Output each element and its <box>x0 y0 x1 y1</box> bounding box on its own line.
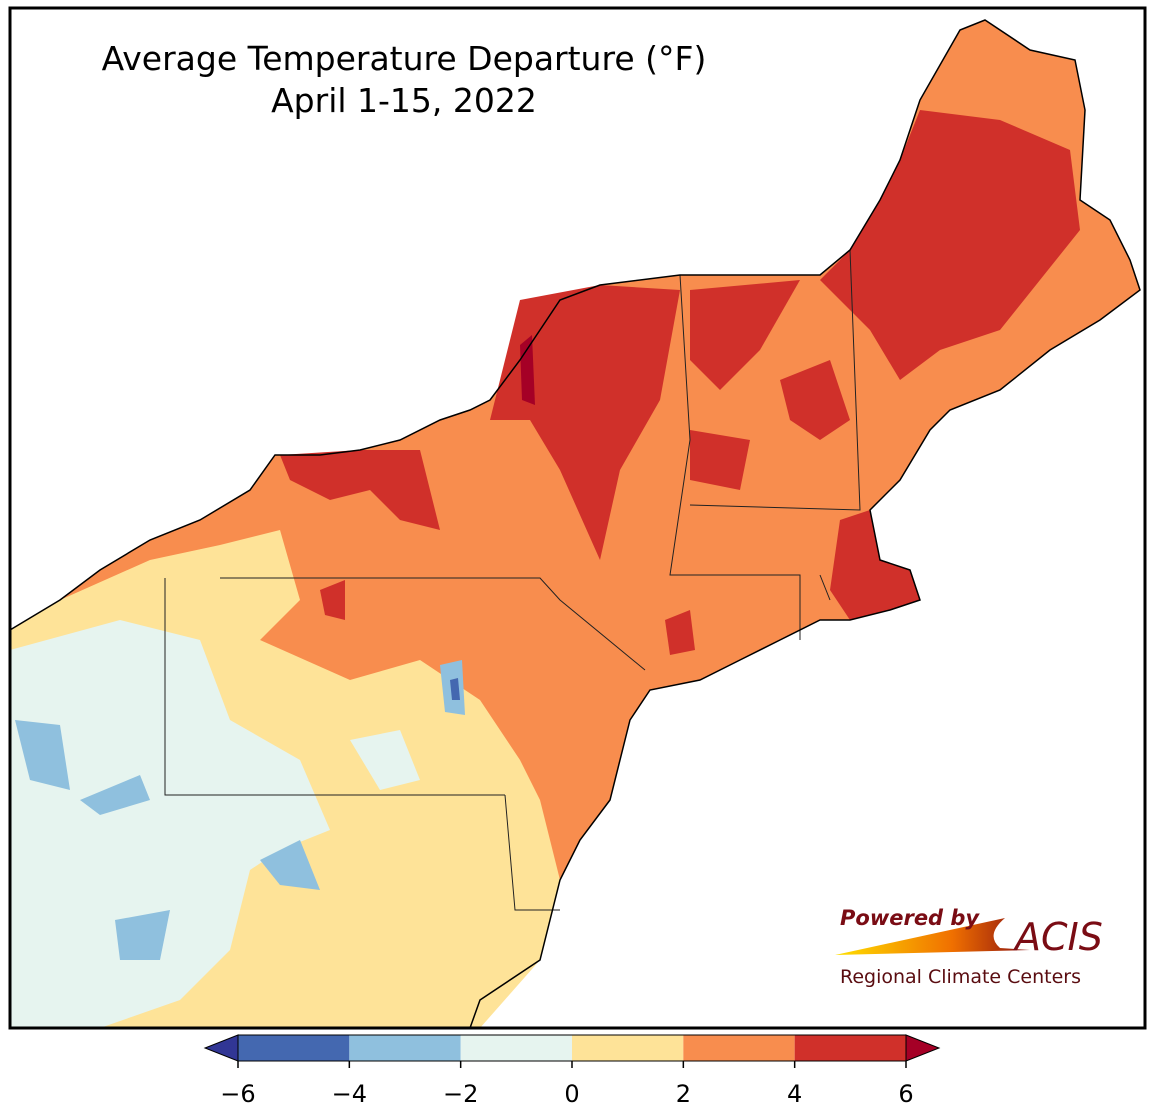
colorbar-segment <box>794 1035 906 1061</box>
map-title: Average Temperature Departure (°F) <box>102 39 707 78</box>
state-border <box>819 574 831 601</box>
region-below-4 <box>450 678 460 700</box>
region-minus4-2 <box>115 910 170 960</box>
colorbar-tick-label: −2 <box>443 1080 478 1108</box>
region-4-6 <box>780 360 850 440</box>
state-border <box>220 577 646 671</box>
logo-tagline: Regional Climate Centers <box>840 966 1081 988</box>
logo-swoosh <box>835 918 1030 955</box>
colorbar-segment <box>238 1035 350 1061</box>
region-4-6 <box>490 285 680 560</box>
region-minus2-0 <box>350 730 420 790</box>
coastline <box>10 19 1141 1028</box>
state-border <box>689 249 861 511</box>
region-minus4-2 <box>15 720 70 790</box>
colorbar-tick-label: 0 <box>564 1080 579 1108</box>
colorbar-over <box>905 1034 941 1062</box>
map-area <box>10 19 1141 1028</box>
logo-powered-by: Powered by <box>840 906 980 930</box>
colorbar-tick-label: 6 <box>898 1080 913 1108</box>
acis-logo: Powered by ACIS Regional Climate Centers <box>835 906 1103 988</box>
colorbar-segment <box>683 1035 795 1061</box>
region-4-6 <box>820 110 1080 380</box>
colorbar-tick-label: −6 <box>220 1080 255 1108</box>
region-minus4-2 <box>80 775 150 815</box>
colorbar-tick-label: 2 <box>676 1080 691 1108</box>
map-frame <box>8 6 1147 1030</box>
colorbar-under <box>203 1034 239 1062</box>
colorbar-tick-label: −4 <box>332 1080 367 1108</box>
region-above-6 <box>520 335 535 405</box>
state-border <box>164 578 505 796</box>
region-4-6 <box>830 510 920 620</box>
logo-name: ACIS <box>1012 915 1103 959</box>
region-4-6 <box>280 450 440 530</box>
colorbar: −6 −4 −2 0 2 4 6 <box>203 1034 941 1108</box>
region-4-6 <box>690 280 800 390</box>
colorbar-segment <box>460 1035 572 1061</box>
region-4-6 <box>320 580 345 620</box>
region-4-6 <box>690 430 750 490</box>
colorbar-segment <box>572 1035 684 1061</box>
colorbar-segment <box>349 1035 461 1061</box>
state-border <box>504 794 560 911</box>
region-minus2-0 <box>10 620 330 1028</box>
map-subtitle: April 1-15, 2022 <box>271 81 537 120</box>
region-4-6 <box>665 610 695 655</box>
state-border <box>669 274 801 640</box>
colorbar-tick-label: 4 <box>787 1080 802 1108</box>
region-minus4-2 <box>260 840 320 890</box>
